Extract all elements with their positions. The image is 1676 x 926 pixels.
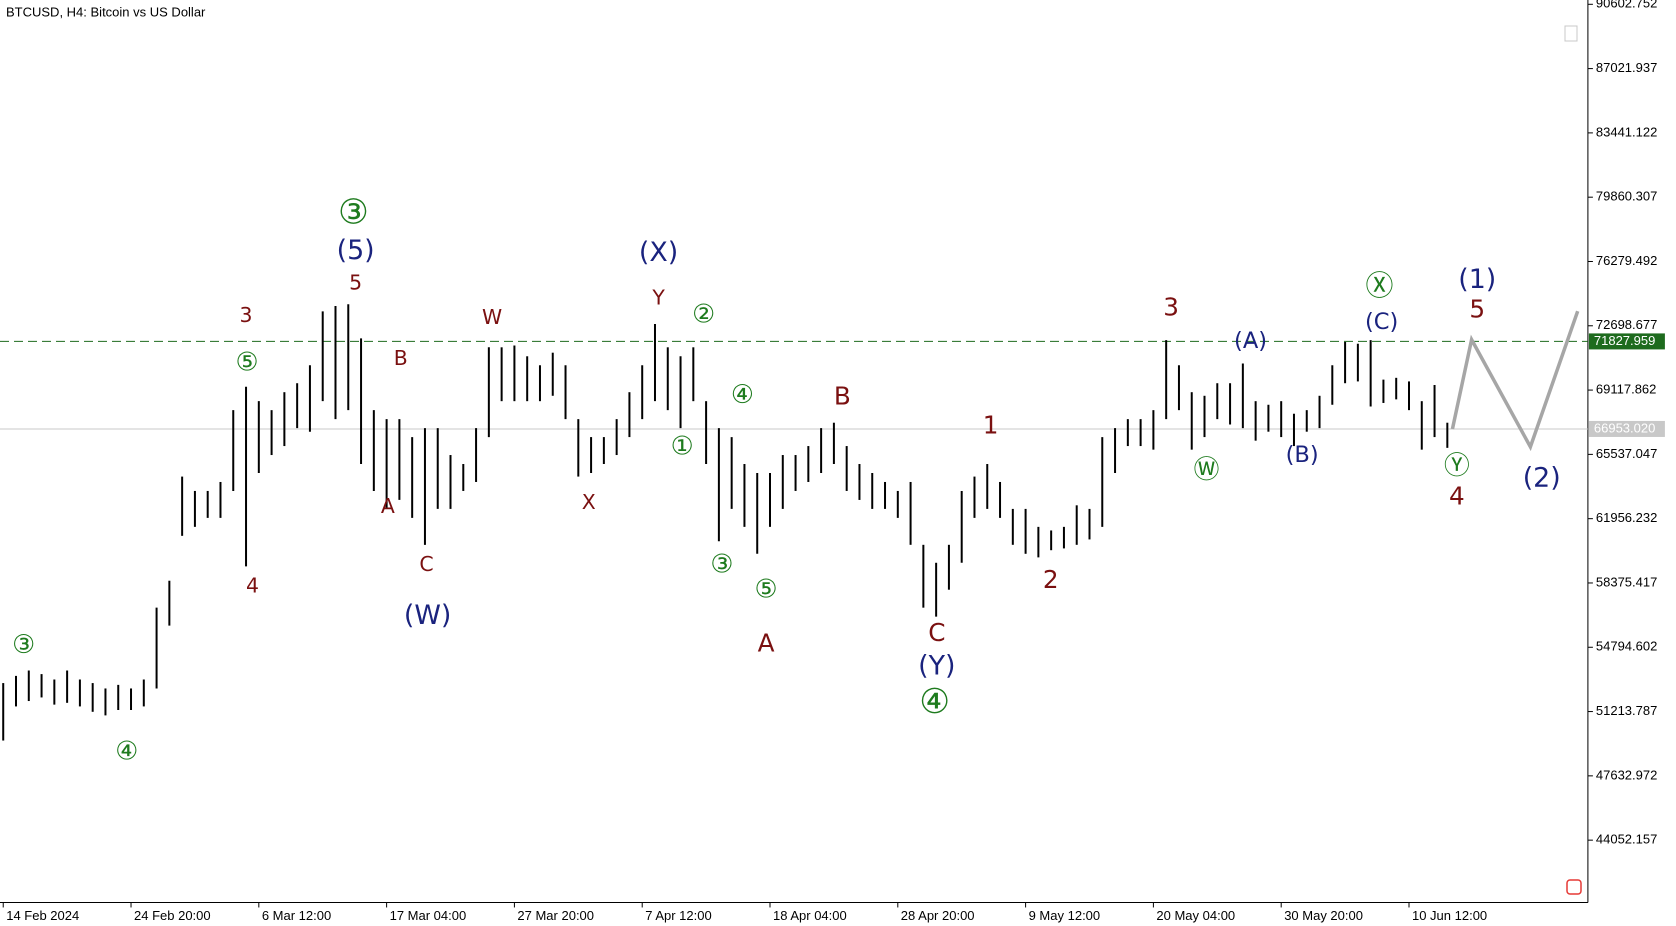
wave-label: ① <box>671 431 694 461</box>
wave-label: B <box>394 346 408 370</box>
y-tick-label: 47632.972 <box>1596 767 1657 782</box>
wave-label: Y <box>651 286 665 310</box>
wave-label: A <box>758 629 775 658</box>
wave-label: 3 <box>1163 292 1179 321</box>
forecast-line <box>1450 310 1580 452</box>
x-tick-label: 9 May 12:00 <box>1029 908 1101 923</box>
wave-label: ④ <box>115 737 138 767</box>
price-label-box <box>1588 333 1665 350</box>
wave-label: (1) <box>1458 264 1496 295</box>
x-tick-label: 20 May 04:00 <box>1156 908 1235 923</box>
y-tick-label: 44052.157 <box>1596 832 1657 847</box>
toolbar-icon[interactable] <box>1564 25 1578 42</box>
y-tick-label: 65537.047 <box>1596 446 1657 461</box>
wave-label: ② <box>692 299 715 329</box>
wave-label: (X) <box>639 237 678 268</box>
y-tick-label: 72698.677 <box>1596 317 1657 332</box>
wave-label: (W) <box>404 600 452 631</box>
y-tick-label: 79860.307 <box>1596 189 1657 204</box>
y-tick-label: 87021.937 <box>1596 60 1657 75</box>
wave-label: ④ <box>731 380 754 410</box>
y-tick-label: 51213.787 <box>1596 703 1657 718</box>
wave-label: W <box>482 305 502 329</box>
wave-label: Ⓦ <box>1194 455 1220 485</box>
wave-label: ③ <box>12 630 35 660</box>
y-tick-label: 76279.492 <box>1596 253 1657 268</box>
wave-label: 4 <box>1449 481 1465 510</box>
wave-label: (C) <box>1365 309 1398 335</box>
x-tick-label: 14 Feb 2024 <box>6 908 79 923</box>
wave-label: Ⓨ <box>1444 451 1470 481</box>
y-tick-label: 69117.862 <box>1596 382 1657 397</box>
x-tick-label: 7 Apr 12:00 <box>645 908 712 923</box>
x-tick-label: 6 Mar 12:00 <box>262 908 331 923</box>
y-tick-label: 54794.602 <box>1596 639 1657 654</box>
price-label-box <box>1588 420 1665 437</box>
y-tick-label: 61956.232 <box>1596 510 1657 525</box>
status-icon[interactable] <box>1566 879 1582 895</box>
wave-label: 5 <box>1469 294 1485 323</box>
wave-label: ⑤ <box>236 348 259 378</box>
x-tick-label: 30 May 20:00 <box>1284 908 1363 923</box>
wave-label: ⑤ <box>754 574 777 604</box>
wave-label: (Y) <box>918 651 955 682</box>
wave-label: (B) <box>1286 442 1319 468</box>
price-label: 66953.020 <box>1594 420 1655 435</box>
wave-label: ③ <box>338 192 369 232</box>
wave-label: ④ <box>919 682 950 722</box>
wave-label: C <box>928 618 945 647</box>
wave-label: 2 <box>1043 565 1059 594</box>
price-label: 71827.959 <box>1594 333 1655 348</box>
x-tick-label: 27 Mar 20:00 <box>517 908 594 923</box>
wave-label: (A) <box>1234 328 1267 354</box>
wave-label: (5) <box>337 235 375 266</box>
x-tick-label: 10 Jun 12:00 <box>1412 908 1487 923</box>
x-tick-label: 17 Mar 04:00 <box>390 908 467 923</box>
y-tick-label: 58375.417 <box>1596 574 1657 589</box>
wave-label: B <box>834 382 851 411</box>
wave-label: Ⓧ <box>1366 269 1394 302</box>
wave-label: C <box>419 552 433 576</box>
wave-label: A <box>381 494 395 518</box>
wave-label: 4 <box>246 574 259 598</box>
x-tick-label: 28 Apr 20:00 <box>901 908 975 923</box>
wave-label: 5 <box>349 271 362 295</box>
wave-label: ③ <box>710 550 733 580</box>
y-tick-label: 90602.752 <box>1596 0 1657 11</box>
chart-title: BTCUSD, H4: Bitcoin vs US Dollar <box>6 4 206 19</box>
wave-label: (2) <box>1523 463 1561 494</box>
wave-label: X <box>582 490 596 514</box>
y-tick-label: 83441.122 <box>1596 124 1657 139</box>
x-tick-label: 24 Feb 20:00 <box>134 908 211 923</box>
wave-label: 1 <box>983 411 999 440</box>
wave-label: 3 <box>240 303 253 327</box>
x-tick-label: 18 Apr 04:00 <box>773 908 847 923</box>
